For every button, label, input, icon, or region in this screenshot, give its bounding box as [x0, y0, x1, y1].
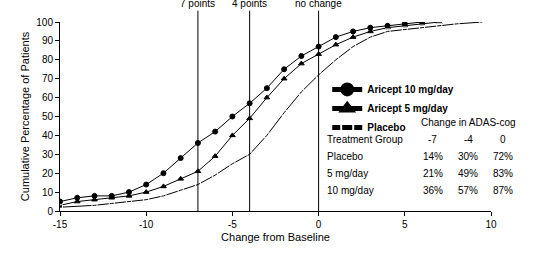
- svg-text:100: 100: [36, 17, 53, 28]
- svg-text:Placebo: Placebo: [367, 122, 405, 133]
- svg-text:49%: 49%: [458, 168, 478, 179]
- svg-text:0: 0: [47, 206, 53, 217]
- svg-text:50: 50: [42, 111, 54, 122]
- svg-text:Change in ADAS-cog: Change in ADAS-cog: [421, 117, 516, 128]
- svg-text:Aricept 5 mg/day: Aricept 5 mg/day: [367, 103, 448, 114]
- svg-text:10 mg/day: 10 mg/day: [327, 185, 374, 196]
- svg-text:87%: 87%: [493, 185, 513, 196]
- svg-text:no change: no change: [295, 0, 342, 9]
- svg-text:5 mg/day: 5 mg/day: [327, 168, 368, 179]
- svg-text:5: 5: [402, 219, 408, 230]
- svg-text:Placebo: Placebo: [327, 151, 364, 162]
- svg-text:7 points: 7 points: [180, 0, 215, 9]
- svg-text:30: 30: [42, 149, 54, 160]
- svg-text:40: 40: [42, 130, 54, 141]
- svg-text:10: 10: [42, 187, 54, 198]
- svg-text:70: 70: [42, 73, 54, 84]
- svg-text:10: 10: [485, 219, 497, 230]
- svg-text:83%: 83%: [493, 168, 513, 179]
- svg-text:-7: -7: [428, 134, 437, 145]
- svg-text:4 points: 4 points: [232, 0, 267, 9]
- svg-text:Change from Baseline: Change from Baseline: [221, 231, 330, 243]
- svg-text:0: 0: [500, 134, 506, 145]
- svg-text:0: 0: [316, 219, 322, 230]
- svg-text:-4: -4: [464, 134, 473, 145]
- svg-text:80: 80: [42, 54, 54, 65]
- svg-text:72%: 72%: [493, 151, 513, 162]
- svg-text:21%: 21%: [423, 168, 443, 179]
- svg-text:20: 20: [42, 168, 54, 179]
- svg-text:30%: 30%: [458, 151, 478, 162]
- svg-text:-10: -10: [139, 219, 154, 230]
- svg-text:60: 60: [42, 92, 54, 103]
- svg-text:57%: 57%: [458, 185, 478, 196]
- svg-text:90: 90: [42, 35, 54, 46]
- svg-text:14%: 14%: [423, 151, 443, 162]
- svg-text:36%: 36%: [423, 185, 443, 196]
- svg-text:Cumulative Percentage of Patie: Cumulative Percentage of Patients: [19, 31, 31, 201]
- svg-text:Aricept 10 mg/day: Aricept 10 mg/day: [367, 84, 454, 95]
- svg-text:-5: -5: [228, 219, 237, 230]
- svg-text:Treatment Group: Treatment Group: [327, 134, 403, 145]
- svg-text:-15: -15: [53, 219, 68, 230]
